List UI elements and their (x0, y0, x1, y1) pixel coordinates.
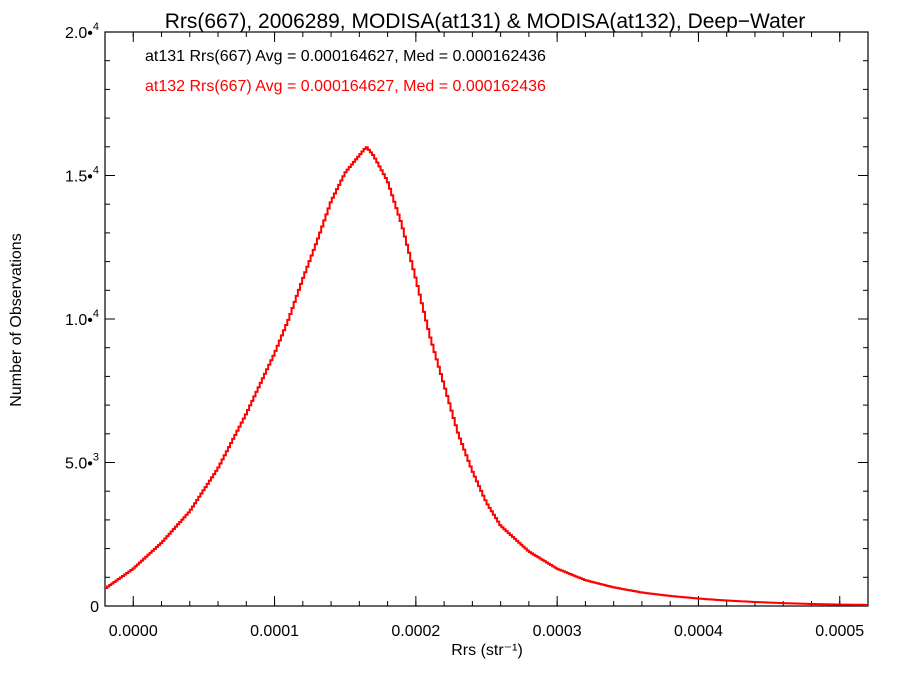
x-axis: 0.0000 0.0001 0.0002 0.0003 0.0004 0.0005 (104, 32, 869, 640)
x-axis-label: Rrs (str⁻¹) (451, 642, 523, 659)
x-tick-label: 0.0003 (533, 623, 582, 640)
chart-title: Rrs(667), 2006289, MODISA(at131) & MODIS… (165, 10, 806, 33)
plot-frame (104, 31, 869, 607)
y-tick-label: 2.0•4 (65, 21, 99, 42)
histogram-series-at132 (105, 146, 868, 606)
y-axis: 0 5.0•3 1.0•4 1.5•4 2.0•4 (65, 21, 868, 616)
y-axis-label: Number of Observations (8, 233, 25, 406)
x-tick-label: 0.0004 (674, 623, 723, 640)
stats-annotation-at131: at131 Rrs(667) Avg = 0.000164627, Med = … (145, 48, 546, 65)
y-tick-label: 5.0•3 (65, 452, 99, 473)
x-tick-label: 0.0001 (250, 623, 299, 640)
y-tick-label: 1.0•4 (65, 308, 99, 329)
stats-annotation-at132: at132 Rrs(667) Avg = 0.000164627, Med = … (145, 78, 546, 95)
x-tick-label: 0.0000 (109, 623, 158, 640)
x-tick-label: 0.0005 (815, 623, 864, 640)
y-tick-label: 1.5•4 (65, 165, 99, 186)
x-tick-label: 0.0002 (391, 623, 440, 640)
y-tick-label: 0 (90, 599, 99, 616)
